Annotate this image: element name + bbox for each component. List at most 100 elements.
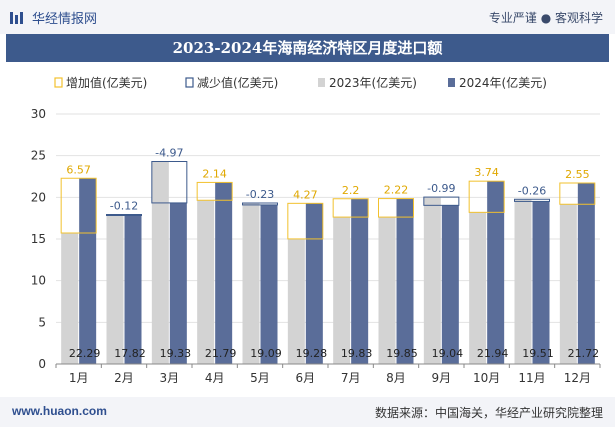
- change-label-7: 2.2: [342, 184, 360, 197]
- x-tick-label-12: 12月: [564, 371, 591, 385]
- bar-2024-6: [305, 203, 323, 364]
- value-label-8: 19.85: [386, 347, 418, 360]
- footer-bar: www.huaon.com 数据来源：中国海关，华经产业研究院整理: [0, 397, 615, 427]
- bar-2023-5: [242, 203, 260, 364]
- legend-label-2: 2023年(亿美元): [329, 75, 417, 90]
- x-tick-label-6: 6月: [296, 371, 316, 385]
- x-tick-label-2: 2月: [114, 371, 134, 385]
- value-label-2: 17.82: [114, 347, 146, 360]
- bar-2023-7: [333, 217, 351, 364]
- bar-2024-7: [351, 198, 369, 364]
- change-label-11: -0.26: [518, 184, 546, 197]
- increase-box-12: [559, 182, 596, 205]
- value-label-3: 19.33: [160, 347, 192, 360]
- bar-2024-2: [124, 215, 142, 364]
- legend-swatch-decrease: [185, 77, 194, 88]
- data-source: 数据来源：中国海关，华经产业研究院整理: [374, 406, 603, 420]
- labels: 6.57 22.29 -0.12 17.82 -4.97 19.33 2.14 21.79 -0…: [66, 147, 599, 361]
- decrease-box-5: [242, 202, 278, 206]
- legend-swatch-2: [318, 78, 325, 87]
- legend-label-0: 增加值(亿美元): [66, 75, 147, 90]
- bar-2024-11: [532, 201, 550, 364]
- chart-title: 2023-2024年海南经济特区月度进口额: [172, 39, 443, 57]
- brand-name: 华经情报网: [32, 12, 98, 27]
- decrease-box-11: [514, 198, 550, 202]
- x-tick-label-7: 7月: [341, 371, 361, 385]
- value-label-10: 21.94: [477, 347, 509, 360]
- bar-2023-3: [151, 161, 169, 364]
- bar-2024-12: [577, 183, 595, 364]
- change-label-1: 6.57: [66, 163, 91, 176]
- increase-box-1: [60, 177, 97, 234]
- change-label-4: 2.14: [202, 167, 227, 180]
- logo-icon: [10, 11, 23, 24]
- legend: 增加值(亿美元) 减少值(亿美元) 2023年(亿美元) 2024年(亿美元): [54, 75, 547, 90]
- x-tick-label-1: 1月: [69, 371, 89, 385]
- chart: 增加值(亿美元) 减少值(亿美元) 2023年(亿美元) 2024年(亿美元) 6.5…: [31, 75, 601, 385]
- tagline: 专业严谨 ● 客观科学: [488, 11, 603, 25]
- bar-2023-12: [559, 204, 577, 364]
- gridlines: [56, 113, 600, 365]
- change-label-9: -0.99: [427, 182, 455, 195]
- bar-2023-4: [197, 200, 215, 364]
- bar-2023-1: [61, 233, 79, 364]
- y-tick-label-4: 20: [31, 190, 46, 204]
- y-tick-label-2: 10: [31, 274, 46, 288]
- y-tick-label-6: 30: [31, 107, 46, 121]
- x-tick-label-5: 5月: [250, 371, 270, 385]
- title-bar: 2023-2024年海南经济特区月度进口额: [6, 34, 609, 62]
- bar-2024-9: [441, 205, 459, 364]
- y-tick-label-3: 15: [31, 232, 46, 246]
- y-tick-label-5: 25: [31, 149, 46, 163]
- increase-box-6: [287, 202, 324, 240]
- change-label-10: 3.74: [474, 166, 499, 179]
- change-label-3: -4.97: [155, 147, 183, 160]
- change-label-12: 2.55: [565, 168, 590, 181]
- change-label-6: 4.27: [293, 188, 318, 201]
- value-label-12: 21.72: [568, 347, 600, 360]
- bar-2024-10: [487, 181, 505, 364]
- bar-2023-9: [423, 197, 441, 364]
- value-label-5: 19.09: [250, 347, 282, 360]
- bar-2023-11: [514, 199, 532, 364]
- header-bar: 华经情报网 专业严谨 ● 客观科学: [0, 0, 615, 34]
- bar-2024-1: [79, 178, 97, 364]
- increase-box-10: [468, 180, 505, 213]
- bar-2024-8: [396, 198, 414, 364]
- bars: [60, 161, 596, 364]
- increase-box-8: [378, 198, 414, 218]
- x-tick-label-8: 8月: [386, 371, 406, 385]
- bar-2023-10: [469, 212, 487, 364]
- bar-2023-8: [378, 217, 396, 364]
- value-label-1: 22.29: [69, 347, 101, 360]
- value-label-7: 19.83: [341, 347, 373, 360]
- decrease-box-2: [106, 214, 142, 216]
- x-tick-label-4: 4月: [205, 371, 225, 385]
- legend-label-1: 减少值(亿美元): [197, 75, 278, 90]
- legend-label-3: 2024年(亿美元): [459, 75, 547, 90]
- x-tick-label-9: 9月: [432, 371, 452, 385]
- x-tick-label-3: 3月: [160, 371, 180, 385]
- value-label-11: 19.51: [522, 347, 554, 360]
- y-tick-label-1: 5: [38, 315, 46, 329]
- x-tick-label-10: 10月: [473, 371, 500, 385]
- value-label-4: 21.79: [205, 347, 237, 360]
- change-label-2: -0.12: [110, 200, 138, 213]
- decrease-box-3: [151, 161, 188, 204]
- brand[interactable]: 华经情报网: [10, 8, 97, 27]
- bar-2024-5: [260, 204, 278, 364]
- change-label-8: 2.22: [384, 184, 409, 197]
- legend-swatch-increase: [54, 77, 63, 88]
- increase-box-7: [332, 198, 369, 218]
- value-label-6: 19.28: [296, 347, 328, 360]
- axes: 0 5 10 15 20 25 30 1月 2月 3月 4月 5月 6月 7月 8月 9月 10月 11月 12月: [31, 107, 601, 385]
- y-tick-label-0: 0: [38, 357, 46, 371]
- bar-2023-6: [287, 238, 305, 364]
- change-label-5: -0.23: [246, 188, 274, 201]
- bar-2024-4: [215, 182, 233, 364]
- decrease-box-9: [423, 196, 460, 206]
- bar-2024-3: [169, 202, 187, 364]
- increase-box-4: [196, 181, 233, 201]
- site-link[interactable]: www.huaon.com: [12, 404, 107, 418]
- legend-swatch-3: [448, 78, 455, 87]
